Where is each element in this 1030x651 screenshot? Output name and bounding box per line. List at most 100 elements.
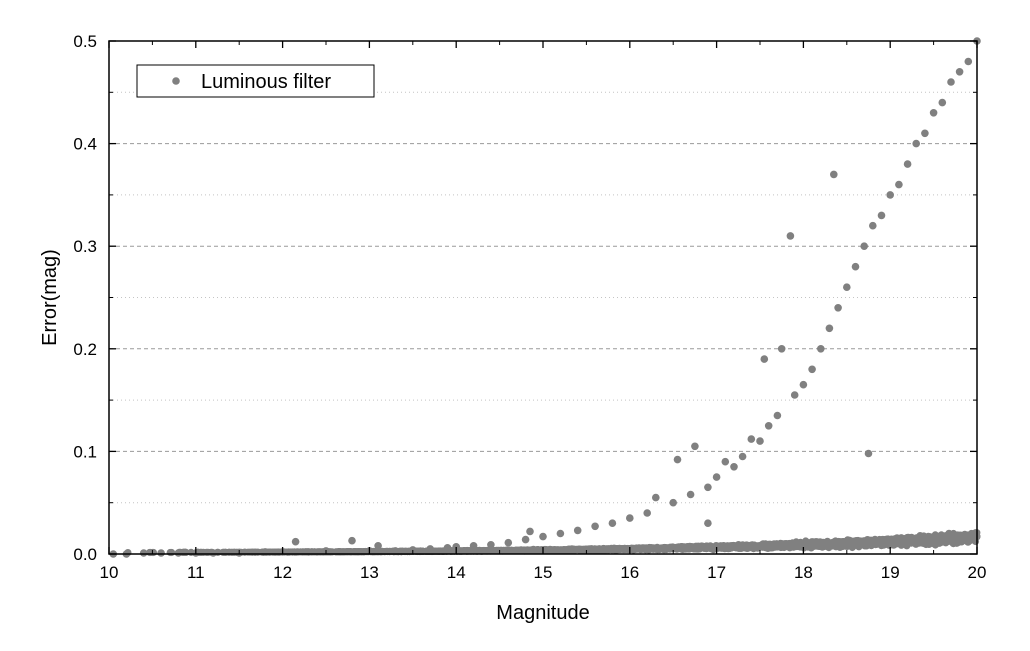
data-point <box>526 527 534 536</box>
x-tick-label: 10 <box>100 563 119 582</box>
data-point <box>534 546 542 554</box>
data-point <box>489 546 497 555</box>
data-point <box>608 519 617 527</box>
data-point <box>139 549 148 557</box>
data-point <box>738 452 747 461</box>
data-point <box>955 68 964 76</box>
data-point <box>182 548 190 557</box>
data-point <box>871 539 879 547</box>
data-point <box>712 473 721 481</box>
data-point <box>747 435 756 443</box>
data-point <box>209 549 217 557</box>
data-points <box>109 37 981 558</box>
data-point <box>947 78 955 86</box>
data-point <box>877 211 886 220</box>
data-point <box>611 545 619 553</box>
data-point <box>919 539 927 547</box>
data-point <box>964 57 973 66</box>
x-tick-label: 15 <box>534 563 553 582</box>
data-point <box>675 543 683 551</box>
data-point <box>806 541 814 549</box>
data-point <box>642 544 650 552</box>
data-point <box>391 547 400 555</box>
data-point <box>774 541 782 549</box>
data-point <box>843 539 851 547</box>
data-point <box>851 262 860 271</box>
data-point <box>669 498 677 507</box>
data-point <box>940 537 948 545</box>
data-point <box>834 304 842 312</box>
data-point <box>704 519 712 527</box>
data-point <box>552 546 560 554</box>
data-point <box>824 540 832 548</box>
y-tick-label: 0.2 <box>73 340 97 359</box>
data-point <box>688 544 696 553</box>
data-point <box>590 545 598 554</box>
y-tick-label: 0.1 <box>73 442 97 461</box>
x-tick-label: 12 <box>273 563 292 582</box>
data-point <box>174 549 183 557</box>
x-tick-label: 19 <box>881 563 900 582</box>
data-point <box>643 509 651 517</box>
data-point <box>722 542 731 550</box>
data-point <box>691 442 699 451</box>
data-point <box>599 545 607 553</box>
data-point <box>938 98 947 107</box>
ticks: 10 11 12 13 14 15 16 17 18 19 20 0.0 0.1 0.2 0.3 0.4 0.5 <box>73 32 986 582</box>
x-tick-label: 17 <box>707 563 726 582</box>
data-point <box>734 542 742 550</box>
data-point <box>764 422 773 430</box>
y-tick-label: 0.4 <box>73 135 97 154</box>
data-point <box>808 365 816 374</box>
data-point <box>514 546 523 555</box>
data-point <box>741 541 749 550</box>
data-point <box>791 540 799 548</box>
data-point <box>168 548 176 557</box>
x-tick-label: 16 <box>620 563 639 582</box>
x-axis-title: Magnitude <box>496 602 589 624</box>
data-point <box>817 345 825 353</box>
data-point <box>663 544 671 552</box>
data-point <box>228 548 236 556</box>
data-point <box>694 544 702 552</box>
data-point <box>956 534 964 543</box>
data-point <box>571 546 579 554</box>
data-point <box>912 139 920 148</box>
data-point <box>704 543 712 552</box>
data-point <box>219 548 228 556</box>
data-point <box>721 457 730 466</box>
data-point <box>895 180 903 189</box>
legend-label: Luminous filter <box>201 71 331 93</box>
data-point <box>864 449 873 458</box>
data-point <box>657 544 665 552</box>
data-point <box>626 514 634 522</box>
data-point <box>858 539 866 547</box>
data-point <box>463 547 471 555</box>
data-point <box>825 324 834 333</box>
data-point <box>469 542 478 550</box>
data-point <box>418 547 426 555</box>
data-point <box>934 539 943 547</box>
y-tick-label: 0.5 <box>73 32 97 51</box>
data-point <box>556 529 565 538</box>
y-tick-label: 0.3 <box>73 237 97 256</box>
data-point <box>648 544 656 552</box>
data-point <box>487 541 495 549</box>
data-point <box>539 532 547 541</box>
data-point <box>348 536 356 545</box>
data-point <box>730 463 738 471</box>
data-point <box>409 546 417 554</box>
data-point <box>843 283 851 292</box>
data-point <box>799 380 808 389</box>
data-point <box>965 532 973 540</box>
data-point <box>790 391 799 399</box>
data-point <box>903 160 912 168</box>
data-point <box>573 526 582 535</box>
data-point <box>886 191 894 199</box>
data-point <box>426 545 435 553</box>
data-point <box>777 345 786 353</box>
grid-lines <box>109 91 977 504</box>
data-point <box>773 411 782 420</box>
